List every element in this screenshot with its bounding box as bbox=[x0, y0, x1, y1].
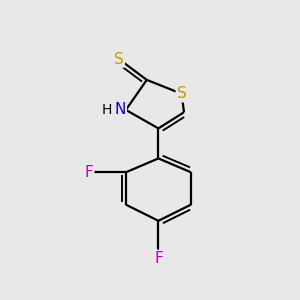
Text: S: S bbox=[114, 52, 124, 67]
Text: F: F bbox=[154, 251, 163, 266]
Text: S: S bbox=[177, 86, 187, 101]
Text: F: F bbox=[85, 165, 93, 180]
Text: N: N bbox=[115, 102, 126, 117]
Text: H: H bbox=[102, 103, 112, 117]
